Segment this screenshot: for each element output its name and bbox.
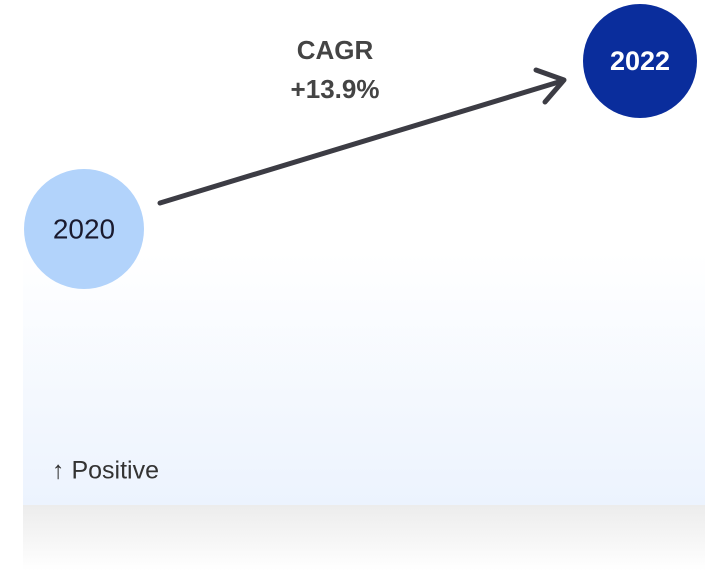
node-label: 2020 <box>53 213 115 244</box>
footer-shade <box>23 505 705 571</box>
node-label: 2022 <box>610 46 670 76</box>
node-circle <box>24 169 144 289</box>
trend-indicator: ↑ Positive <box>52 457 159 485</box>
growth-arrow <box>157 67 567 206</box>
edge-title: CAGR <box>297 35 374 65</box>
node-circle <box>583 4 697 118</box>
edge-value: +13.9% <box>291 74 380 104</box>
arrow-shaft <box>157 78 565 206</box>
arrow-head <box>533 67 567 105</box>
node-end: 2022 <box>583 4 697 118</box>
node-start: 2020 <box>24 169 144 289</box>
